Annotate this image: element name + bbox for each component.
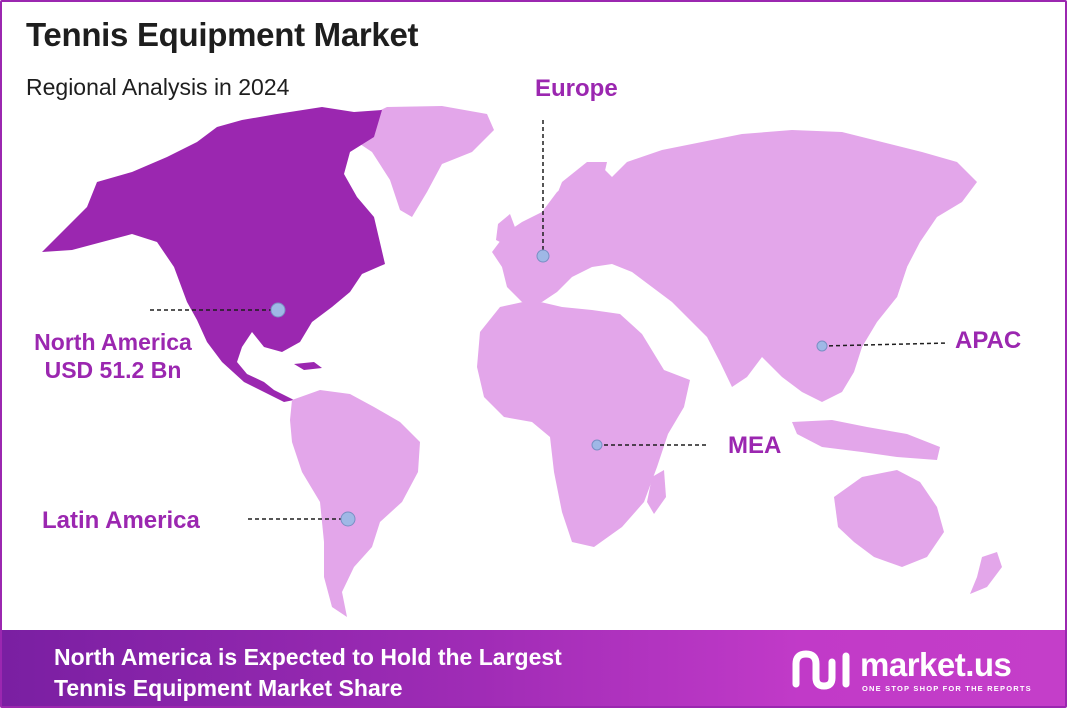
north-america-shape [42,107,385,402]
brand-logo: market.us ONE STOP SHOP FOR THE REPORTS [792,646,1042,694]
south-america-shape [290,390,420,617]
japan-shape [877,247,907,307]
caribbean-shape [294,362,322,370]
indonesia-shape [792,420,940,460]
region-label-europe: Europe [535,75,618,102]
north-america-name: North America [34,329,192,355]
region-label-apac: APAC [955,327,1022,354]
footer-line-1: North America is Expected to Hold the La… [54,644,562,670]
north-america-value: USD 51.2 Bn [44,357,182,383]
footer-banner: North America is Expected to Hold the La… [2,630,1065,706]
region-label-latin-america: Latin America [42,507,200,534]
madagascar-shape [647,470,666,514]
brand-tagline: ONE STOP SHOP FOR THE REPORTS [862,684,1032,693]
eurasia-shape [492,130,977,402]
north-america-marker [270,302,286,318]
europe-marker [536,249,550,263]
region-label-mea: MEA [728,432,782,459]
market-us-logo-icon [792,650,850,690]
footer-caption: North America is Expected to Hold the La… [54,642,562,704]
world-map [42,106,1002,617]
footer-line-2: Tennis Equipment Market Share [54,675,403,701]
page-title: Tennis Equipment Market [26,16,419,53]
latin-america-marker [340,511,356,527]
apac-leader-line [821,342,949,347]
region-label-north-america: North America USD 51.2 Bn [16,328,210,384]
scandinavia-shape [550,162,607,217]
brand-name: market.us [860,646,1012,683]
new-zealand-shape [970,552,1002,594]
africa-shape [477,300,690,547]
apac-marker [816,340,828,352]
australia-shape [834,470,944,567]
uk-shape [496,214,516,246]
greenland-shape [352,106,494,217]
page-subtitle: Regional Analysis in 2024 [26,74,290,100]
mea-marker [591,439,603,451]
